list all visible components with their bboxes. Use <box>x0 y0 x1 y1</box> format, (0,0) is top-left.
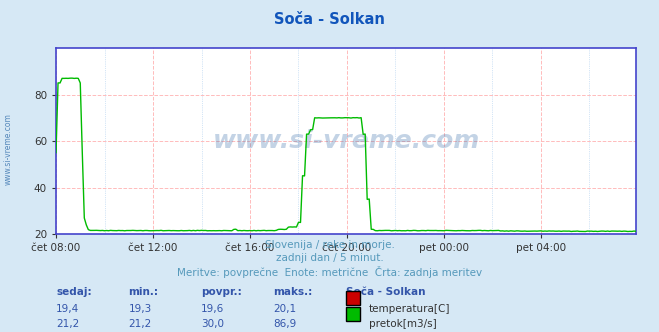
Text: 20,1: 20,1 <box>273 304 297 314</box>
Text: 86,9: 86,9 <box>273 319 297 329</box>
Text: maks.:: maks.: <box>273 287 313 297</box>
Text: Soča - Solkan: Soča - Solkan <box>274 12 385 27</box>
Text: zadnji dan / 5 minut.: zadnji dan / 5 minut. <box>275 253 384 263</box>
Text: sedaj:: sedaj: <box>56 287 92 297</box>
Text: www.si-vreme.com: www.si-vreme.com <box>3 114 13 185</box>
Text: Slovenija / reke in morje.: Slovenija / reke in morje. <box>264 240 395 250</box>
Text: temperatura[C]: temperatura[C] <box>369 304 451 314</box>
Text: Meritve: povprečne  Enote: metrične  Črta: zadnja meritev: Meritve: povprečne Enote: metrične Črta:… <box>177 266 482 278</box>
Text: www.si-vreme.com: www.si-vreme.com <box>212 129 480 153</box>
Text: povpr.:: povpr.: <box>201 287 242 297</box>
Text: pretok[m3/s]: pretok[m3/s] <box>369 319 437 329</box>
Text: 30,0: 30,0 <box>201 319 224 329</box>
Text: Soča - Solkan: Soča - Solkan <box>346 287 426 297</box>
Text: 21,2: 21,2 <box>56 319 79 329</box>
Text: min.:: min.: <box>129 287 159 297</box>
Text: 19,6: 19,6 <box>201 304 224 314</box>
Text: 19,4: 19,4 <box>56 304 79 314</box>
Text: 21,2: 21,2 <box>129 319 152 329</box>
Text: 19,3: 19,3 <box>129 304 152 314</box>
